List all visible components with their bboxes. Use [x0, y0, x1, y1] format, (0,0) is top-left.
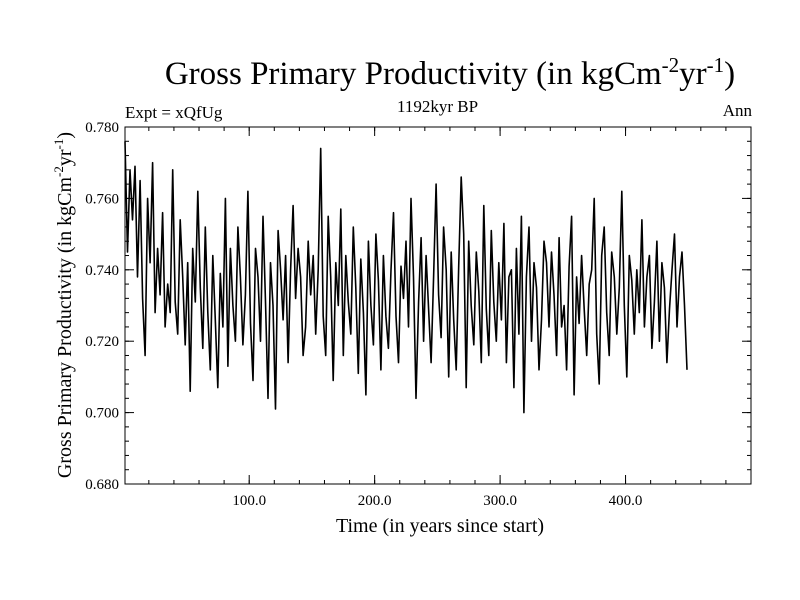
chart-title-exponent-1: -2	[661, 53, 680, 77]
y-axis-label-exponent-1: -2	[51, 166, 66, 177]
y-tick-label: 0.780	[85, 120, 119, 136]
y-axis-label-text: Gross Primary Productivity (in kgCm	[54, 177, 76, 479]
y-axis-label-unit: yr	[54, 149, 76, 166]
chart-title-close: )	[724, 56, 736, 92]
x-tick-label: 100.0	[232, 493, 266, 509]
x-tick-label: 300.0	[483, 493, 517, 509]
experiment-label: Expt = xQfUg	[125, 103, 223, 122]
chart-title: Gross Primary Productivity (in kgCm-2yr-…	[0, 55, 800, 92]
y-tick-label: 0.740	[85, 263, 119, 279]
chart-title-unit: yr	[679, 56, 707, 92]
y-tick-label: 0.680	[85, 477, 119, 493]
y-tick-label: 0.720	[85, 334, 119, 350]
x-tick-label: 400.0	[609, 493, 643, 509]
y-tick-label: 0.760	[85, 191, 119, 207]
y-tick-label: 0.700	[85, 406, 119, 422]
tick-layer	[125, 126, 751, 485]
x-tick-label: 200.0	[358, 493, 392, 509]
series-layer	[124, 141, 688, 414]
chart-title-exponent-2: -1	[706, 53, 725, 77]
chart-subtitle: 1192kyr BP	[396, 97, 479, 116]
series-line-0	[124, 141, 688, 414]
y-axis-label-close: )	[54, 132, 76, 139]
y-axis-label-exponent-2: -1	[51, 139, 66, 150]
tick-label-layer: 0.680 0.700 0.720 0.740 0.760 0.780 100.0 200.0…	[85, 120, 642, 509]
y-axis-label: Gross Primary Productivity (in kgCm-2yr-…	[51, 132, 76, 478]
x-axis-label: Time (in years since start)	[336, 515, 544, 537]
plot-frame	[124, 126, 752, 485]
chart-title-text: Gross Primary Productivity (in kgCm	[164, 56, 662, 92]
season-label: Ann	[722, 101, 752, 120]
